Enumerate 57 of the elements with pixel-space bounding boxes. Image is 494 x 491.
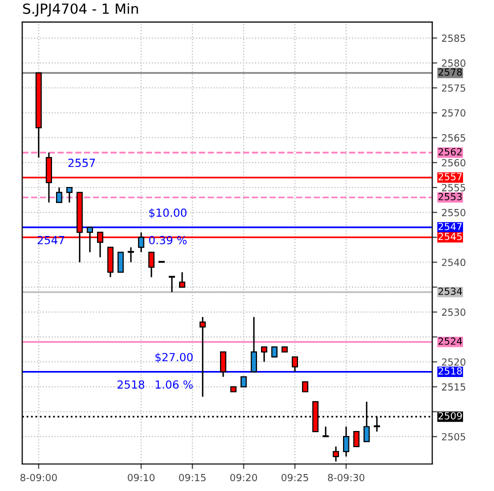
candlestick	[343, 426, 350, 458]
y-tick-label: 2530	[442, 308, 466, 316]
annotation: 2557	[68, 158, 95, 168]
y-tick-label: 2560	[442, 159, 466, 166]
ref-line-label: 2524	[438, 337, 462, 345]
candlestick	[240, 376, 247, 388]
y-tick-label: 2540	[442, 258, 466, 266]
y-tick-label: 2505	[442, 433, 466, 440]
ref-line-label: 2562	[438, 148, 462, 156]
y-tick-label: 2520	[442, 358, 466, 366]
annotation: 2547	[38, 236, 64, 244]
candlestick	[86, 226, 94, 253]
candlestick	[66, 186, 73, 204]
candlestick	[148, 252, 155, 278]
y-tick-label: 2585	[442, 34, 466, 42]
ref-line-label: 2557	[438, 173, 462, 180]
annotation: 1.06 %	[156, 380, 193, 389]
candlestick	[200, 316, 206, 398]
candlestick	[332, 446, 340, 462]
y-tick-label: 2575	[442, 84, 466, 92]
candlestick	[353, 431, 360, 448]
y-tick-label: 2580	[442, 59, 466, 67]
x-tick-label: 8-09:00	[20, 474, 57, 482]
ref-line-label: 2547	[438, 222, 462, 230]
ref-line-label: 2534	[438, 288, 462, 295]
x-tick-label: 09:15	[179, 474, 206, 482]
candlestick	[179, 271, 186, 288]
candlestick	[302, 381, 308, 392]
ref-line-label: 2578	[438, 68, 462, 76]
candlestick	[322, 426, 329, 438]
annotation: $27.00	[155, 352, 193, 363]
ref-line-label: 2509	[438, 412, 462, 420]
x-tick-label: 09:10	[128, 474, 155, 482]
x-tick-label: 09:25	[282, 474, 308, 482]
candlestick	[292, 356, 298, 373]
candlestick	[220, 351, 226, 378]
annotation: $10.00	[149, 208, 186, 218]
candlestick	[138, 232, 144, 253]
y-tick-label: 2555	[442, 184, 466, 192]
y-tick-label: 2570	[442, 109, 466, 117]
annotation: 0.39 %	[149, 236, 187, 244]
annotation: 2518	[118, 380, 144, 389]
candlestick	[250, 316, 258, 373]
ref-line-label: 2518	[438, 367, 462, 375]
x-tick-label: 09:20	[230, 474, 258, 482]
y-tick-label: 2550	[442, 208, 466, 216]
y-tick-label: 2515	[442, 383, 466, 391]
ref-line-label: 2553	[438, 192, 462, 200]
candlestick	[118, 252, 124, 273]
candlestick	[261, 346, 268, 363]
x-tick-label: 8-09:30	[328, 474, 364, 482]
ref-line-label: 2545	[438, 232, 462, 240]
candlestick	[56, 186, 62, 204]
candlestick	[271, 346, 278, 358]
candlestick	[128, 246, 134, 263]
chart-title: S.JPJ4704 - 1 Min	[23, 3, 138, 17]
y-tick-label: 2565	[442, 134, 466, 142]
